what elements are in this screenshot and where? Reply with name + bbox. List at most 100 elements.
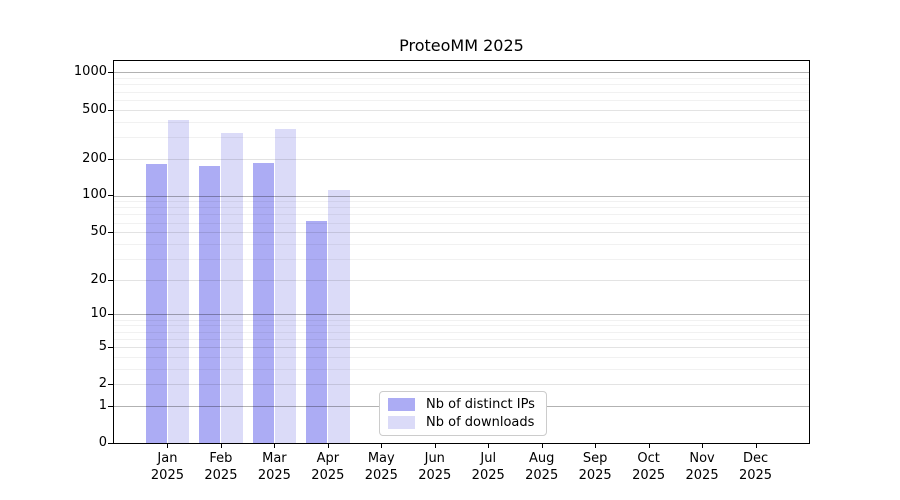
y-gridline xyxy=(114,232,809,234)
x-tick-year: 2025 xyxy=(685,468,719,483)
legend-swatch-distinct-ips-icon xyxy=(388,397,415,411)
x-tick-mark xyxy=(381,444,383,448)
legend-swatch-downloads-icon xyxy=(388,416,415,430)
y-tick-mark xyxy=(108,443,113,444)
x-tick-mark xyxy=(220,444,222,448)
y-gridline-major xyxy=(114,72,809,74)
x-tick-label-apr: Apr 2025 xyxy=(296,450,360,484)
bar-mar-downloads xyxy=(274,128,297,443)
legend-item-downloads: Nb of downloads xyxy=(388,415,538,430)
y-gridline-minor xyxy=(114,84,809,86)
y-gridline-minor xyxy=(114,338,809,340)
legend: Nb of distinct IPs Nb of downloads xyxy=(379,391,547,436)
y-gridline-minor xyxy=(114,222,809,224)
y-tick-label: 200 xyxy=(82,150,107,166)
y-tick-mark xyxy=(108,72,113,74)
x-tick-year: 2025 xyxy=(257,468,291,483)
y-gridline-minor xyxy=(114,214,809,216)
legend-item-distinct-ips: Nb of distinct IPs xyxy=(388,397,538,412)
x-tick-month: Jan xyxy=(157,451,178,466)
x-tick-label-mar: Mar 2025 xyxy=(242,450,306,484)
y-tick-label: 10 xyxy=(90,306,107,322)
y-gridline-minor xyxy=(114,201,809,203)
y-gridline-minor xyxy=(114,78,809,80)
x-tick-mark xyxy=(541,444,543,448)
x-tick-label-sep: Sep 2025 xyxy=(563,450,627,484)
x-tick-month: Aug xyxy=(528,451,555,466)
x-tick-year: 2025 xyxy=(632,468,666,483)
x-tick-mark xyxy=(167,444,169,448)
y-tick-mark xyxy=(108,279,113,281)
y-gridline-minor xyxy=(114,207,809,209)
y-tick-mark xyxy=(108,232,113,234)
bar-feb-distinct-ips xyxy=(199,165,221,443)
y-tick-mark xyxy=(108,314,113,316)
x-tick-label-dec: Dec 2025 xyxy=(724,450,788,484)
y-tick-mark xyxy=(108,405,113,407)
y-gridline-minor xyxy=(114,258,809,260)
x-tick-label-aug: Aug 2025 xyxy=(510,450,574,484)
x-tick-year: 2025 xyxy=(525,468,559,483)
x-tick-mark xyxy=(755,444,757,448)
x-tick-month: Apr xyxy=(316,451,340,466)
x-tick-year: 2025 xyxy=(311,468,345,483)
x-tick-mark xyxy=(274,444,276,448)
x-tick-month: Oct xyxy=(637,451,660,466)
y-gridline-minor xyxy=(114,243,809,245)
x-tick-label-oct: Oct 2025 xyxy=(617,450,681,484)
x-tick-month: Jul xyxy=(480,451,497,466)
y-tick-mark xyxy=(108,195,113,197)
y-tick-label: 0 xyxy=(98,435,107,450)
y-gridline-minor xyxy=(114,136,809,138)
bar-apr-downloads xyxy=(328,190,350,443)
bar-jan-downloads xyxy=(167,120,190,443)
y-tick-mark xyxy=(108,346,113,348)
y-tick-label: 500 xyxy=(82,101,107,117)
y-gridline-minor xyxy=(114,319,809,321)
y-tick-label: 2 xyxy=(98,376,107,392)
x-tick-year: 2025 xyxy=(204,468,238,483)
x-tick-mark xyxy=(434,444,436,448)
x-tick-mark xyxy=(595,444,597,448)
bar-apr-distinct-ips xyxy=(306,220,328,443)
y-gridline-minor xyxy=(114,368,809,370)
y-gridline xyxy=(114,109,809,111)
y-gridline-minor xyxy=(114,325,809,327)
y-gridline-minor xyxy=(114,356,809,358)
x-tick-month: Nov xyxy=(689,451,715,466)
legend-label-distinct-ips: Nb of distinct IPs xyxy=(426,396,535,412)
x-tick-year: 2025 xyxy=(738,468,773,483)
y-gridline-minor xyxy=(114,121,809,123)
y-tick-label: 1 xyxy=(98,397,107,413)
y-gridline-minor xyxy=(114,99,809,101)
x-tick-year: 2025 xyxy=(578,468,612,483)
chart-title: ProteoMM 2025 xyxy=(399,36,524,55)
y-gridline xyxy=(114,346,809,348)
x-tick-month: Feb xyxy=(209,451,233,466)
x-tick-label-feb: Feb 2025 xyxy=(189,450,253,484)
y-tick-mark xyxy=(108,109,113,111)
bar-jan-distinct-ips xyxy=(145,164,167,443)
x-tick-mark xyxy=(488,444,490,448)
x-tick-mark xyxy=(327,444,329,448)
x-tick-label-may: May 2025 xyxy=(349,450,413,484)
y-gridline xyxy=(114,279,809,281)
y-gridline-major xyxy=(114,314,809,316)
legend-label-downloads: Nb of downloads xyxy=(426,415,535,431)
y-tick-label: 20 xyxy=(90,271,107,287)
x-tick-year: 2025 xyxy=(418,468,452,483)
x-tick-month: Mar xyxy=(262,451,287,466)
plot-area xyxy=(113,60,810,444)
x-tick-label-jan: Jan 2025 xyxy=(135,450,199,484)
x-tick-label-nov: Nov 2025 xyxy=(670,450,734,484)
y-gridline xyxy=(114,384,809,386)
x-tick-year: 2025 xyxy=(364,468,398,483)
x-tick-month: Jun xyxy=(424,451,445,466)
x-tick-month: May xyxy=(367,451,395,466)
y-gridline-minor xyxy=(114,91,809,93)
x-tick-label-jul: Jul 2025 xyxy=(456,450,520,484)
x-tick-month: Dec xyxy=(742,451,769,466)
x-tick-year: 2025 xyxy=(471,468,505,483)
bar-feb-downloads xyxy=(221,133,243,443)
